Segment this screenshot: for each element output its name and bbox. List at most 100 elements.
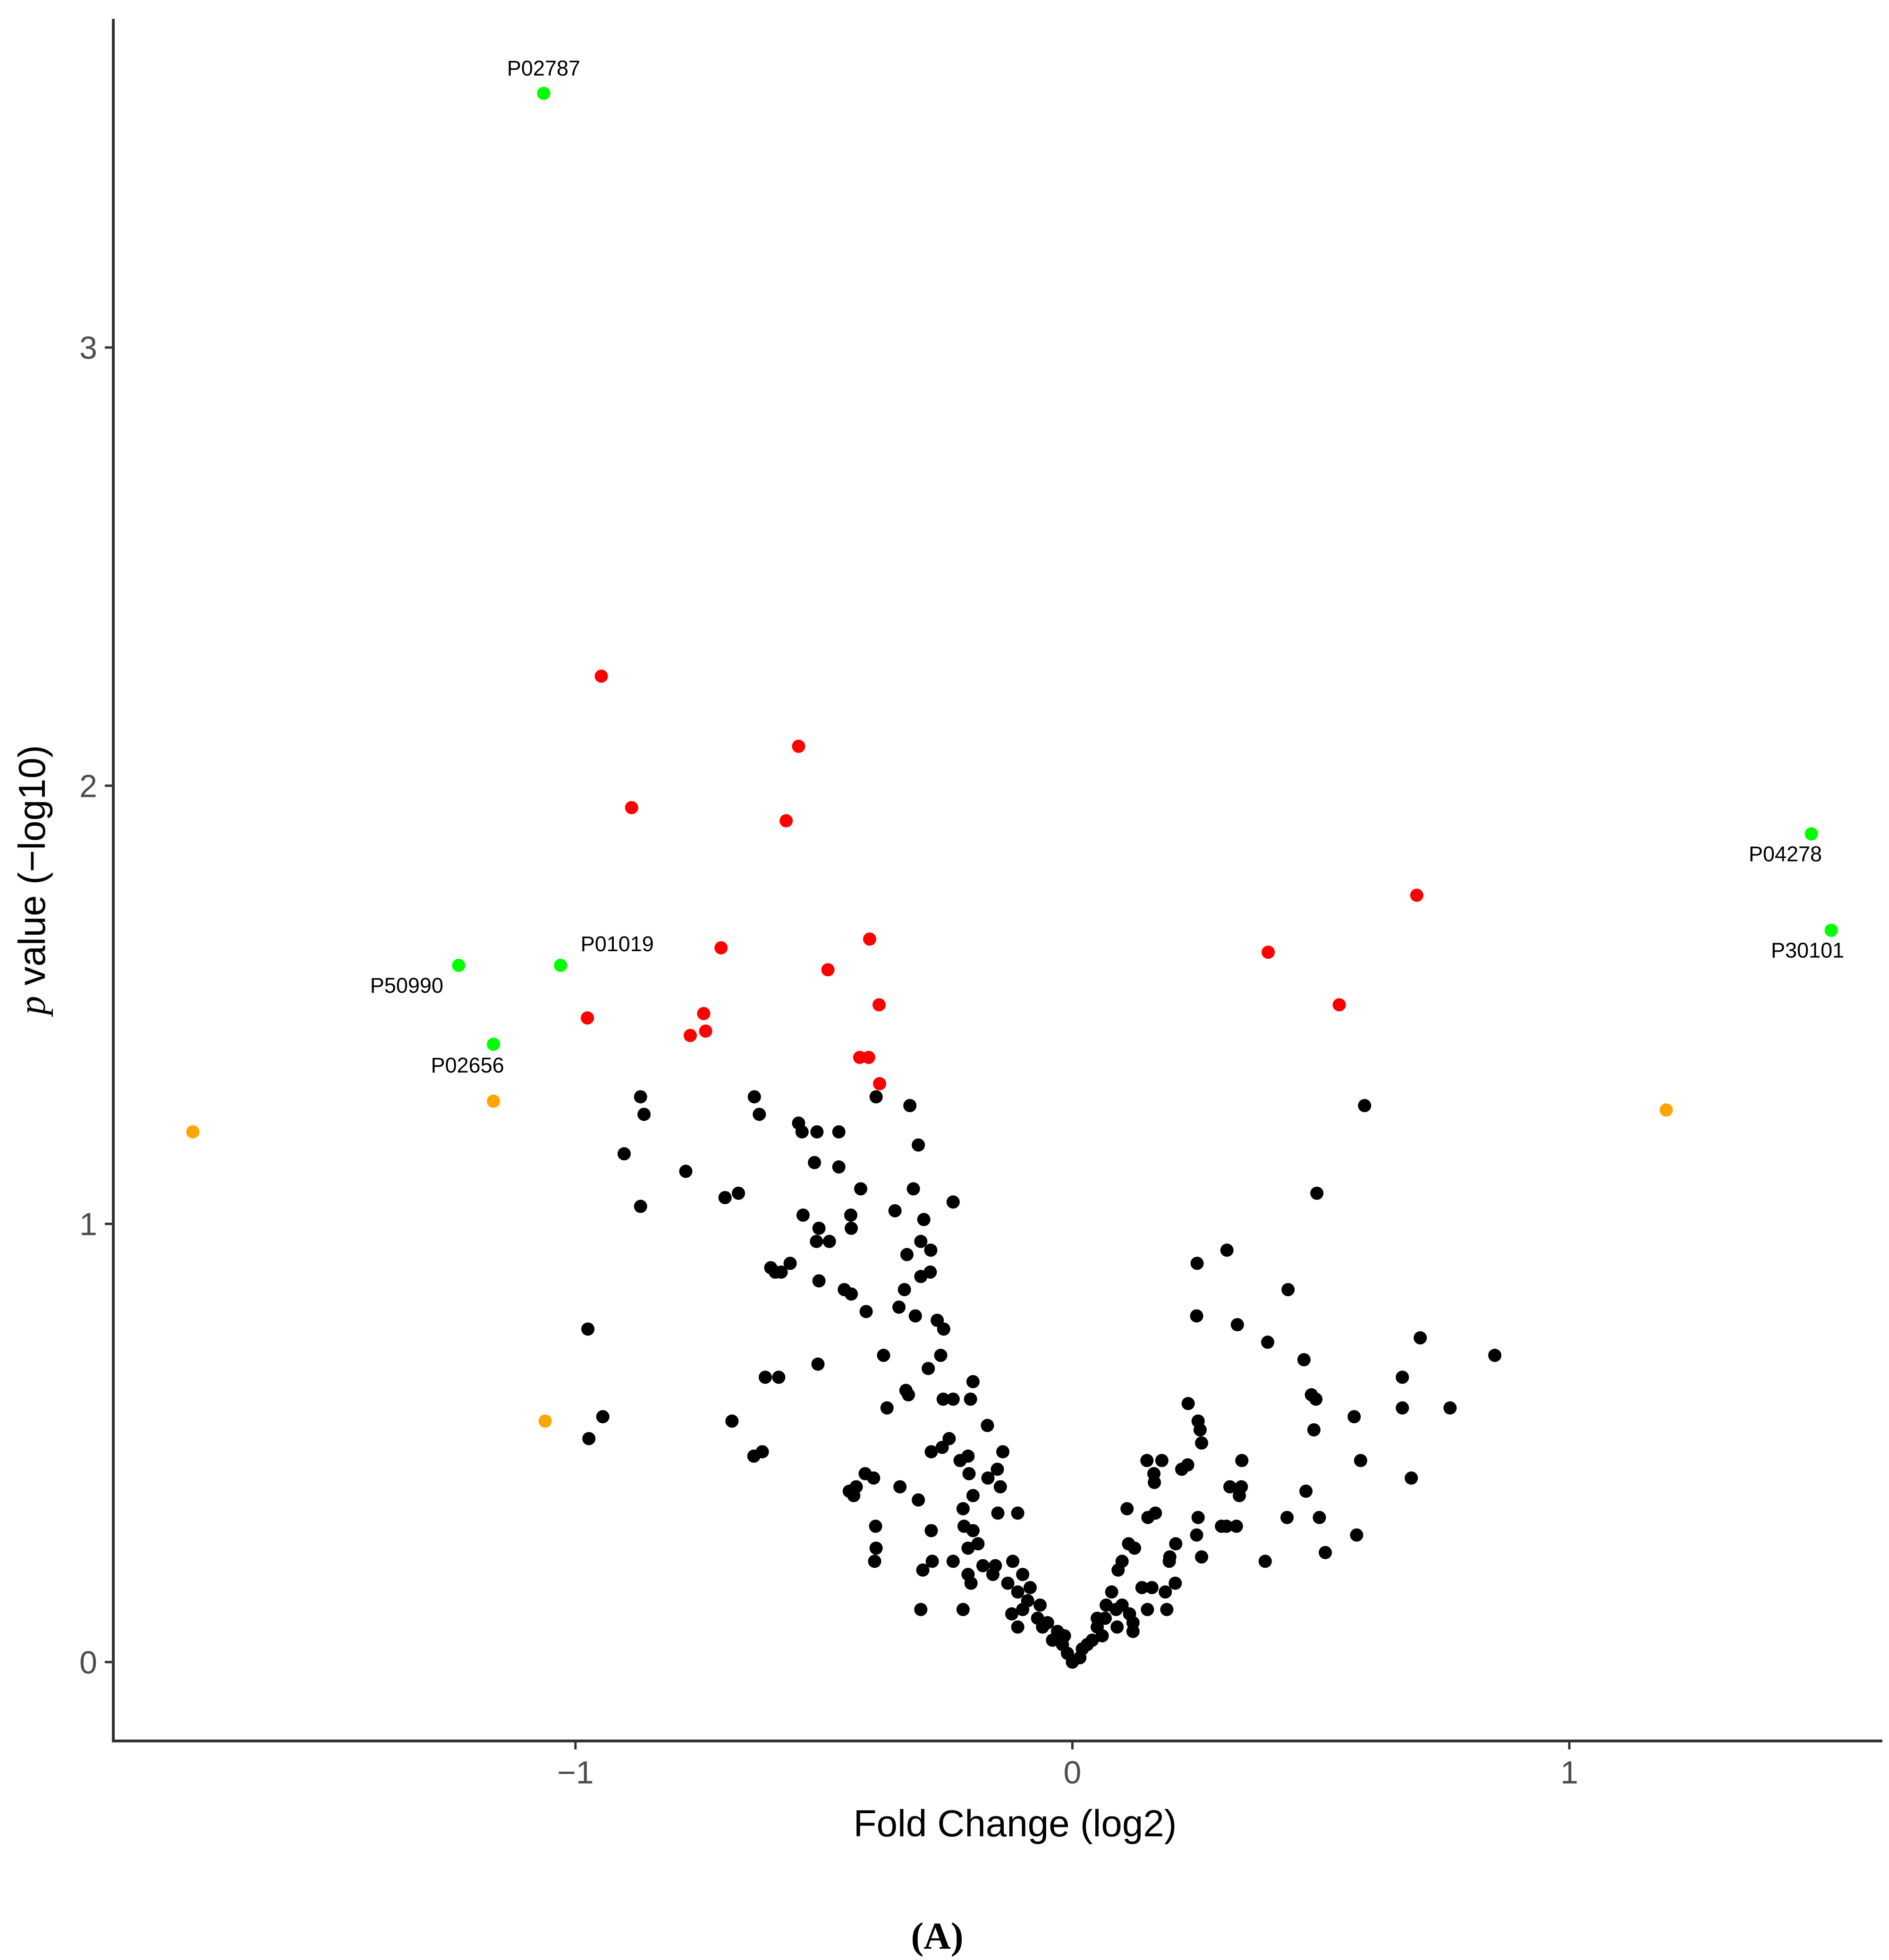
data-point bbox=[976, 1559, 990, 1572]
data-point bbox=[1175, 1462, 1188, 1476]
data-point bbox=[811, 1357, 825, 1371]
x-axis-title: Fold Change (log2) bbox=[854, 1802, 1177, 1844]
data-point-p02656 bbox=[487, 1038, 500, 1051]
data-point bbox=[956, 1603, 970, 1616]
data-point bbox=[1110, 1620, 1124, 1634]
data-point bbox=[1162, 1554, 1176, 1568]
data-point bbox=[912, 1493, 925, 1507]
data-point bbox=[186, 1125, 200, 1139]
x-tick-label: 1 bbox=[1560, 1755, 1578, 1791]
data-point bbox=[991, 1462, 1004, 1476]
data-point bbox=[832, 1125, 846, 1139]
panel-label: (A) bbox=[911, 1916, 963, 1957]
data-point bbox=[914, 1234, 928, 1248]
data-point bbox=[1235, 1453, 1249, 1467]
data-point bbox=[1190, 1309, 1203, 1323]
data-point bbox=[900, 1248, 914, 1261]
data-point bbox=[1229, 1520, 1243, 1533]
data-point bbox=[1016, 1603, 1030, 1616]
y-axis-title: p value (−log10) bbox=[11, 745, 53, 1017]
y-tick-label: 2 bbox=[79, 768, 97, 804]
point-label-p02656: P02656 bbox=[431, 1053, 504, 1077]
data-point bbox=[683, 1029, 697, 1042]
y-axis-title-italic: p bbox=[12, 996, 53, 1017]
data-point bbox=[1046, 1633, 1059, 1647]
data-point bbox=[1215, 1520, 1228, 1533]
data-point bbox=[903, 1099, 917, 1113]
data-point bbox=[1443, 1401, 1457, 1415]
data-point bbox=[872, 998, 886, 1012]
data-point bbox=[946, 1392, 960, 1406]
data-point bbox=[922, 1361, 935, 1375]
data-point bbox=[1235, 1480, 1248, 1494]
data-point bbox=[1169, 1537, 1183, 1551]
data-point bbox=[1149, 1506, 1162, 1520]
data-point bbox=[1410, 888, 1423, 902]
data-point bbox=[971, 1537, 985, 1551]
data-point bbox=[810, 1234, 823, 1248]
data-point bbox=[634, 1200, 647, 1213]
y-tick-label: 3 bbox=[79, 330, 97, 366]
data-point bbox=[1193, 1423, 1207, 1436]
data-point bbox=[1006, 1554, 1020, 1568]
data-point bbox=[908, 1309, 922, 1323]
data-point bbox=[637, 1107, 651, 1121]
data-point bbox=[1309, 1392, 1323, 1406]
data-point bbox=[1350, 1528, 1364, 1542]
data-point bbox=[812, 1274, 826, 1288]
data-point bbox=[1405, 1471, 1418, 1485]
data-point bbox=[679, 1165, 693, 1178]
data-point bbox=[1036, 1620, 1050, 1634]
data-point bbox=[581, 1322, 595, 1336]
data-point bbox=[792, 739, 805, 753]
data-point bbox=[961, 1449, 975, 1463]
data-point bbox=[1280, 1511, 1294, 1524]
data-point bbox=[1358, 1099, 1372, 1113]
data-point-p02787 bbox=[537, 86, 551, 100]
data-point bbox=[993, 1480, 1007, 1494]
data-point bbox=[822, 1234, 836, 1248]
data-point bbox=[768, 1265, 782, 1279]
data-point bbox=[1140, 1453, 1154, 1467]
data-point bbox=[1396, 1401, 1409, 1415]
data-point bbox=[594, 669, 608, 683]
data-point bbox=[1169, 1576, 1182, 1590]
data-point bbox=[1058, 1629, 1071, 1643]
data-point bbox=[1195, 1550, 1209, 1564]
data-point bbox=[1111, 1563, 1125, 1577]
data-point bbox=[1307, 1423, 1321, 1436]
data-point bbox=[847, 1489, 861, 1503]
data-point bbox=[1160, 1603, 1174, 1616]
data-point bbox=[923, 1265, 937, 1279]
x-axis-ticks: −1 0 1 bbox=[557, 1741, 1578, 1791]
data-point bbox=[1660, 1103, 1673, 1117]
point-label-p01019: P01019 bbox=[581, 932, 654, 956]
data-point bbox=[1299, 1484, 1313, 1498]
data-point bbox=[956, 1502, 970, 1516]
data-point bbox=[634, 1090, 647, 1104]
data-point bbox=[869, 1541, 883, 1555]
data-point bbox=[582, 1432, 596, 1445]
data-point bbox=[1310, 1186, 1324, 1200]
data-point bbox=[1127, 1541, 1141, 1555]
data-point bbox=[844, 1208, 857, 1222]
data-point bbox=[1155, 1453, 1169, 1467]
data-point bbox=[906, 1182, 920, 1196]
data-point bbox=[966, 1489, 980, 1503]
data-point bbox=[779, 814, 793, 828]
data-point bbox=[812, 1221, 826, 1235]
data-point bbox=[869, 1520, 882, 1533]
data-point bbox=[869, 1090, 883, 1104]
data-point bbox=[962, 1467, 976, 1480]
data-point bbox=[699, 1024, 712, 1038]
data-point bbox=[617, 1147, 631, 1161]
data-point bbox=[964, 1576, 978, 1590]
data-point bbox=[1011, 1506, 1025, 1520]
data-point bbox=[888, 1204, 902, 1217]
data-point bbox=[966, 1524, 980, 1538]
data-point bbox=[925, 1554, 939, 1568]
data-point bbox=[946, 1195, 960, 1209]
data-point bbox=[714, 941, 728, 955]
data-point bbox=[1191, 1511, 1205, 1524]
